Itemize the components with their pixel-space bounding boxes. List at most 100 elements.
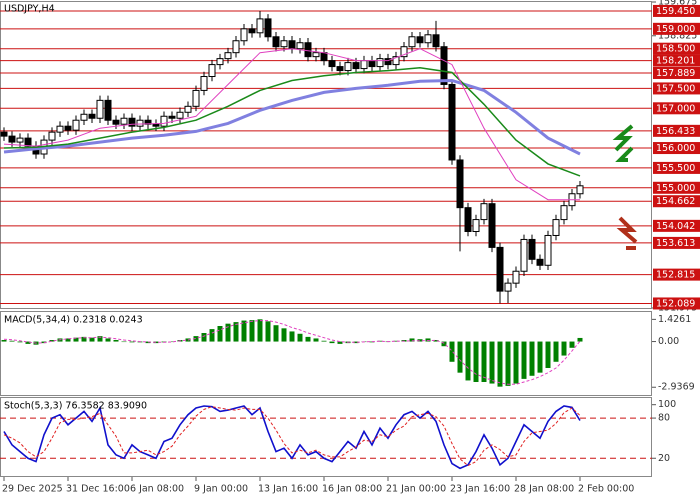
level-label-box — [653, 22, 700, 35]
candle-body — [512, 270, 520, 284]
stochastic-line — [3, 405, 581, 470]
candle-body — [216, 58, 224, 66]
candle-body — [464, 207, 472, 232]
level-label-box — [653, 219, 700, 232]
level-label-box — [653, 54, 700, 67]
candle-body — [96, 99, 104, 119]
level-label: 157.500 — [656, 83, 695, 94]
candle-body — [256, 18, 264, 34]
x-tick-label: 28 Jan 08:00 — [514, 484, 574, 495]
y-tick-label: 80 — [658, 413, 670, 424]
macd-bar — [545, 341, 551, 368]
candle-body — [272, 36, 280, 48]
candle-body — [424, 34, 432, 44]
candle-body — [496, 246, 504, 292]
candle-body — [200, 76, 208, 91]
level-label: 152.089 — [656, 298, 695, 309]
macd-bar — [513, 341, 519, 384]
x-tick-label: 29 Dec 2025 — [2, 484, 63, 495]
candle-body — [88, 113, 96, 119]
candle-body — [472, 219, 480, 233]
candle-body — [544, 234, 552, 266]
candle-body — [440, 46, 448, 85]
macd-bar — [377, 340, 383, 342]
candle-body — [504, 282, 512, 292]
candle-body — [328, 60, 336, 68]
macd-bar — [105, 338, 111, 342]
chart-title: USDJPY,H4 — [4, 4, 55, 15]
stoch-panel — [0, 397, 652, 477]
candle-body — [560, 205, 568, 221]
level-label: 159.000 — [656, 24, 695, 35]
macd-bar — [81, 336, 87, 342]
macd-bar — [265, 321, 271, 342]
candle-body — [280, 40, 288, 48]
candle-body — [552, 219, 560, 236]
y-tick-label: 20 — [658, 453, 670, 464]
stoch-title: Stoch(5,3,3) 76.3582 83.9090 — [4, 401, 147, 412]
candle-body — [392, 56, 400, 66]
level-label-box — [653, 142, 700, 155]
macd-bar — [393, 340, 399, 342]
macd-bar — [225, 323, 231, 342]
x-tick-label: 16 Jan 08:00 — [322, 484, 382, 495]
macd-bar — [113, 340, 119, 342]
macd-bar — [25, 341, 31, 344]
level-label: 155.000 — [656, 183, 695, 194]
moving-average-line — [3, 48, 580, 201]
candle-body — [0, 131, 8, 137]
macd-bar — [1, 340, 7, 342]
candle-body — [376, 58, 384, 68]
macd-bar — [489, 341, 495, 384]
candle-body — [24, 137, 32, 147]
macd-bar — [17, 341, 23, 343]
macd-bar — [297, 333, 303, 342]
y-tick-label: 0.00 — [658, 336, 679, 347]
macd-bar — [441, 341, 447, 347]
macd-bar — [169, 341, 175, 343]
candle-body — [224, 52, 232, 60]
macd-bar — [481, 341, 487, 382]
moving-average-line — [3, 78, 581, 156]
candle-body — [72, 119, 80, 131]
candle-body — [400, 46, 408, 58]
candle-body — [16, 137, 24, 143]
macd-bar — [305, 336, 311, 342]
macd-bar — [281, 328, 287, 342]
macd-bar — [409, 338, 415, 342]
macd-bar — [273, 325, 279, 342]
macd-bar — [313, 338, 319, 342]
candle-body — [80, 113, 88, 121]
candle-body — [576, 185, 584, 195]
candle-body — [320, 52, 328, 62]
candle-body — [432, 34, 440, 48]
macd-bar — [529, 341, 535, 376]
level-label-box — [653, 195, 700, 208]
level-label: 155.500 — [656, 163, 695, 174]
macd-bar — [321, 340, 327, 342]
candle-body — [128, 117, 136, 127]
macd-bar — [561, 341, 567, 356]
candle-body — [152, 123, 160, 127]
macd-bar — [49, 340, 55, 342]
candle-body — [520, 238, 528, 272]
candle-body — [360, 60, 368, 70]
candle-body — [536, 258, 544, 266]
moving-average-line — [3, 67, 581, 177]
macd-bar — [217, 326, 223, 342]
down-arrow — [616, 216, 638, 244]
x-tick-label: 23 Jan 16:00 — [450, 484, 510, 495]
macd-bar — [121, 341, 127, 343]
macd-bar — [129, 341, 135, 343]
candle-body — [448, 83, 456, 161]
level-label: 153.613 — [656, 238, 695, 249]
macd-bar — [97, 336, 103, 342]
candle-body — [296, 42, 304, 50]
candle-body — [192, 89, 200, 107]
level-label: 159.450 — [656, 6, 695, 17]
x-tick-label: 2 Feb 00:00 — [578, 484, 634, 495]
macd-bar — [425, 338, 431, 342]
